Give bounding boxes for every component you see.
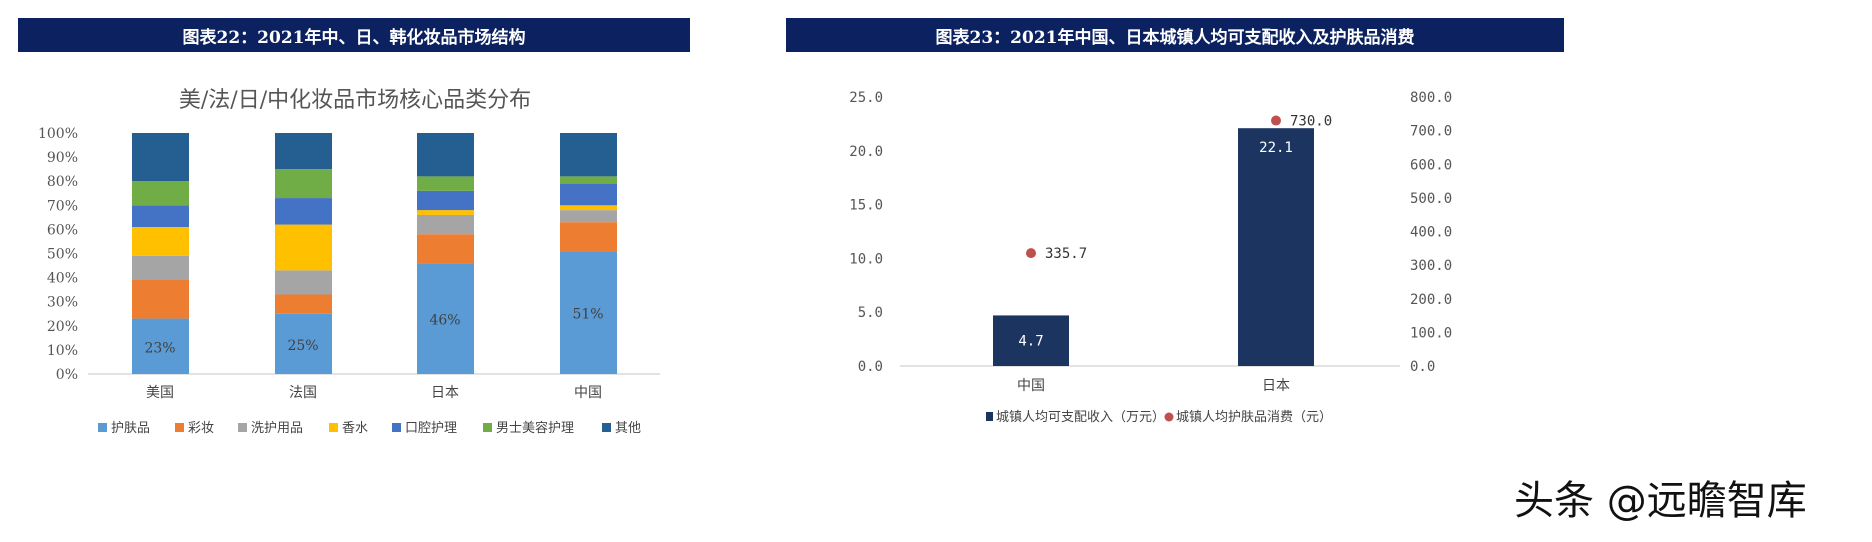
legend-label-spend: 城镇人均护肤品消费（元） (1176, 410, 1332, 425)
spend-label: 730.0 (1290, 114, 1332, 130)
y-tick-label: 20% (47, 319, 78, 335)
legend-label: 香水 (342, 421, 368, 436)
bar-segment-洗护用品 (417, 214, 474, 235)
right-y-tick: 100.0 (1410, 325, 1452, 341)
bar-segment-彩妆 (132, 280, 189, 319)
y-tick-label: 80% (47, 174, 78, 190)
legend-label: 其他 (615, 421, 641, 436)
right-y-tick: 300.0 (1410, 258, 1452, 274)
legend-label-income: 城镇人均可支配收入（万元） (996, 410, 1165, 425)
x-tick-label: 美国 (146, 385, 174, 401)
right-y-tick: 0.0 (1410, 359, 1435, 375)
y-tick-label: 40% (47, 271, 78, 287)
data-label: 23% (144, 340, 175, 356)
left-y-tick: 0.0 (858, 359, 883, 375)
spend-label: 335.7 (1045, 246, 1087, 262)
y-tick-label: 100% (38, 126, 78, 142)
y-tick-label: 30% (47, 295, 78, 311)
left-y-tick: 5.0 (858, 305, 883, 321)
legend-swatch (238, 423, 247, 432)
legend-label: 彩妆 (188, 421, 214, 436)
legend-swatch-spend (1164, 412, 1174, 422)
bar-segment-其他 (275, 133, 332, 170)
left-y-tick: 15.0 (849, 198, 883, 214)
y-tick-label: 50% (47, 247, 78, 263)
bar-segment-口腔护理 (417, 190, 474, 211)
spend-dot (1271, 115, 1281, 126)
bar-segment-男士美容护理 (560, 176, 617, 184)
legend-swatch (98, 423, 107, 432)
bar-segment-护肤品 (560, 251, 617, 374)
watermark: 头条 @远瞻智库 (1510, 468, 1811, 526)
left-y-tick: 25.0 (849, 90, 883, 106)
legend-swatch-income (986, 412, 993, 421)
legend-label: 洗护用品 (251, 421, 303, 436)
data-label: 46% (429, 313, 460, 329)
legend-label: 护肤品 (111, 421, 150, 436)
legend-swatch (392, 423, 401, 432)
bar-segment-护肤品 (132, 318, 189, 374)
bar-segment-彩妆 (417, 234, 474, 264)
bar-segment-口腔护理 (132, 205, 189, 227)
right-y-tick: 200.0 (1410, 292, 1452, 308)
x-tick-label: 中国 (1017, 378, 1045, 394)
left-y-tick: 20.0 (849, 144, 883, 160)
bar-segment-其他 (132, 133, 189, 182)
bar-segment-男士美容护理 (417, 176, 474, 191)
income-bar (993, 315, 1069, 366)
income-bar (1238, 128, 1314, 366)
right-chart-header: 图表23：2021年中国、日本城镇人均可支配收入及护肤品消费 (786, 18, 1564, 52)
x-tick-label: 中国 (574, 385, 602, 401)
y-tick-label: 70% (47, 198, 78, 214)
bar-segment-彩妆 (560, 222, 617, 252)
legend-swatch (329, 423, 338, 432)
data-label: 51% (572, 307, 603, 323)
bar-segment-洗护用品 (132, 255, 189, 281)
right-y-tick: 600.0 (1410, 157, 1452, 173)
data-label: 25% (287, 338, 318, 354)
bar-segment-彩妆 (275, 294, 332, 314)
legend-label: 口腔护理 (405, 421, 457, 436)
left-y-tick: 10.0 (849, 251, 883, 267)
y-tick-label: 0% (56, 367, 78, 383)
y-tick-label: 10% (47, 343, 78, 359)
bar-segment-香水 (417, 210, 474, 215)
bar-segment-男士美容护理 (132, 181, 189, 206)
bar-segment-香水 (275, 224, 332, 271)
bar-segment-其他 (417, 133, 474, 177)
bar-segment-香水 (132, 226, 189, 256)
bar-segment-其他 (560, 133, 617, 177)
bar-segment-口腔护理 (560, 183, 617, 206)
income-label: 22.1 (1259, 140, 1293, 156)
left-chart-header: 图表22：2021年中、日、韩化妆品市场结构 (18, 18, 690, 52)
bar-segment-护肤品 (275, 313, 332, 374)
left-chart-title: 美/法/日/中化妆品市场核心品类分布 (179, 88, 531, 113)
x-tick-label: 日本 (1262, 378, 1290, 394)
bar-segment-护肤品 (417, 263, 474, 374)
legend-swatch (602, 423, 611, 432)
legend-swatch (175, 423, 184, 432)
y-tick-label: 60% (47, 222, 78, 238)
right-y-tick: 700.0 (1410, 124, 1452, 140)
bar-segment-香水 (560, 205, 617, 211)
x-tick-label: 日本 (431, 385, 459, 401)
bar-segment-洗护用品 (560, 210, 617, 223)
right-y-tick: 800.0 (1410, 90, 1452, 106)
income-label: 4.7 (1018, 334, 1043, 350)
y-tick-label: 90% (47, 150, 78, 166)
legend-swatch (483, 423, 492, 432)
bar-segment-男士美容护理 (275, 169, 332, 199)
bar-segment-口腔护理 (275, 198, 332, 225)
right-y-tick: 500.0 (1410, 191, 1452, 207)
right-y-tick: 400.0 (1410, 225, 1452, 241)
spend-dot (1026, 248, 1036, 259)
bar-segment-洗护用品 (275, 270, 332, 295)
legend-label: 男士美容护理 (496, 420, 574, 436)
x-tick-label: 法国 (289, 385, 317, 401)
